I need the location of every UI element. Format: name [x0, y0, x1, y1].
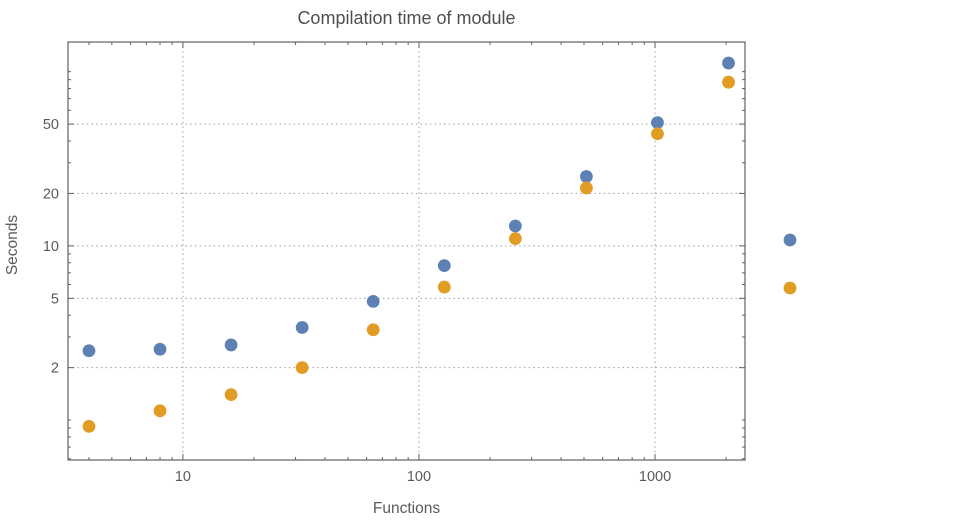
data-point-series-2	[366, 323, 380, 337]
data-point-series-1	[82, 344, 96, 358]
y-tick-label: 10	[43, 239, 59, 255]
data-point-series-1	[651, 116, 664, 130]
data-point-series-2	[580, 181, 593, 195]
data-point-series-2	[722, 75, 735, 89]
data-point-series-2	[651, 127, 664, 141]
data-point-series-2	[82, 419, 96, 433]
x-tick-label: 10	[175, 469, 191, 485]
data-point-series-2	[508, 232, 522, 246]
series-2-marker	[783, 281, 797, 295]
data-point-series-2	[437, 280, 451, 294]
data-point-series-1	[224, 338, 238, 352]
data-point-series-1	[153, 342, 167, 356]
y-tick-label: 5	[51, 291, 59, 307]
y-tick-label: 2	[51, 361, 59, 377]
data-point-series-2	[224, 388, 238, 402]
chart-title: Compilation time of module	[297, 8, 516, 28]
plot-frame	[67, 41, 746, 461]
series-1-marker	[783, 233, 797, 247]
x-tick-label: 1000	[639, 469, 671, 485]
data-point-series-2	[153, 404, 167, 418]
data-point-series-2	[295, 361, 309, 375]
y-tick-label: 20	[43, 186, 59, 202]
data-point-series-1	[366, 295, 380, 308]
data-point-series-1	[722, 56, 735, 70]
data-point-series-1	[295, 321, 309, 334]
x-axis-label: Functions	[372, 500, 441, 517]
data-point-series-1	[508, 219, 522, 233]
data-point-series-1	[437, 259, 451, 273]
y-tick-label: 50	[43, 117, 59, 133]
data-point-series-1	[580, 170, 593, 183]
x-tick-label: 100	[407, 469, 431, 485]
